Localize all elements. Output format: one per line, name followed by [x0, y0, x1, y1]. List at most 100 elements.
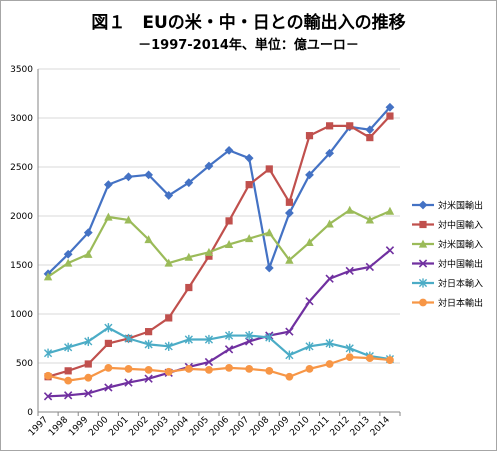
series-line-4: [48, 249, 391, 398]
data-point: [325, 148, 335, 158]
data-point: [103, 180, 113, 190]
data-point: [144, 365, 153, 374]
y-tick-label: 500: [16, 359, 33, 369]
legend-entry: 対中国輸入: [412, 219, 483, 231]
data-point: [164, 367, 173, 376]
data-point: [64, 391, 73, 400]
data-point: [265, 228, 274, 237]
x-tick-label: 1999: [67, 415, 90, 438]
data-point: [84, 389, 93, 398]
series-line-3: [47, 209, 391, 278]
data-point: [284, 208, 294, 218]
data-point: [43, 272, 53, 281]
legend-entry: 対日本輸入: [412, 278, 483, 290]
data-point: [346, 122, 354, 130]
legend-entry: 対日本輸出: [412, 297, 483, 309]
data-point: [184, 178, 194, 188]
data-point: [365, 125, 375, 135]
legend-label: 対米国輸出: [438, 200, 483, 212]
y-tick-label: 3500: [10, 65, 33, 75]
data-point: [204, 161, 214, 171]
chart-title: 図１ EUの米・中・日との輸出入の推移: [91, 13, 406, 33]
data-point: [144, 235, 153, 244]
data-point: [63, 249, 73, 259]
data-point: [104, 339, 112, 347]
data-point: [366, 134, 374, 142]
data-point: [385, 246, 395, 255]
data-point: [245, 364, 254, 373]
data-point: [285, 350, 294, 360]
legend-marker: [418, 200, 428, 210]
data-point: [184, 252, 194, 261]
x-tick-label: 2003: [148, 415, 171, 438]
data-point: [245, 330, 254, 341]
data-point: [325, 274, 334, 283]
data-point: [124, 333, 133, 344]
data-point: [205, 365, 213, 374]
data-point: [184, 364, 193, 373]
x-tick-label: 2000: [87, 415, 110, 438]
data-point: [385, 206, 395, 215]
x-tick-label: 2001: [107, 415, 130, 438]
data-point: [164, 191, 174, 200]
data-point: [44, 371, 52, 380]
data-point: [245, 181, 253, 189]
data-point: [224, 145, 234, 155]
data-point: [224, 240, 234, 249]
data-point: [64, 376, 73, 385]
data-point: [305, 297, 314, 306]
y-tick-label: 1500: [10, 261, 33, 271]
data-point: [305, 132, 314, 140]
data-point: [285, 198, 293, 206]
data-point: [305, 238, 314, 247]
data-point: [144, 374, 153, 383]
data-point: [204, 334, 214, 345]
data-point: [285, 327, 294, 336]
data-point: [124, 215, 133, 224]
x-tick-label: 2013: [349, 415, 372, 438]
data-point: [144, 170, 154, 180]
x-tick-label: 2011: [308, 415, 331, 438]
data-point: [43, 392, 53, 401]
series-line-1: [47, 106, 391, 275]
data-point: [164, 258, 173, 267]
x-tick-label: 2012: [329, 415, 352, 438]
chart-subtitle: －1997-2014年、単位：億ユーロ－: [138, 38, 359, 53]
x-tick-label: 1997: [27, 415, 50, 438]
data-point: [345, 343, 354, 353]
y-tick-label: 2000: [10, 212, 33, 222]
legend-marker: [418, 278, 428, 288]
data-point: [164, 341, 173, 351]
x-tick-label: 2014: [369, 415, 392, 438]
data-point: [265, 332, 274, 343]
data-point: [244, 234, 254, 243]
data-point: [386, 112, 394, 120]
data-point: [83, 228, 93, 238]
data-point: [64, 367, 72, 375]
data-point: [124, 364, 133, 373]
data-point: [326, 122, 334, 130]
data-point: [43, 348, 53, 358]
legend-entry: 対米国輸入: [412, 239, 483, 251]
legend-label: 対日本輸入: [438, 278, 483, 290]
data-point: [84, 336, 93, 347]
data-point: [204, 247, 214, 256]
data-point: [285, 255, 294, 264]
legend-entry: 対米国輸出: [412, 200, 483, 212]
x-tick-label: 2009: [268, 415, 291, 438]
data-point: [265, 366, 274, 375]
data-point: [325, 360, 334, 368]
data-point: [365, 354, 374, 362]
x-tick-label: 2008: [248, 415, 271, 438]
legend-label: 対日本輸出: [438, 297, 483, 309]
data-point: [84, 360, 92, 368]
x-tick-label: 2005: [188, 415, 211, 438]
x-tick-label: 2004: [168, 415, 191, 438]
data-point: [225, 217, 233, 225]
data-point: [365, 215, 375, 224]
data-point: [144, 339, 153, 349]
data-point: [224, 345, 234, 354]
data-point: [64, 342, 73, 352]
data-point: [345, 205, 354, 214]
